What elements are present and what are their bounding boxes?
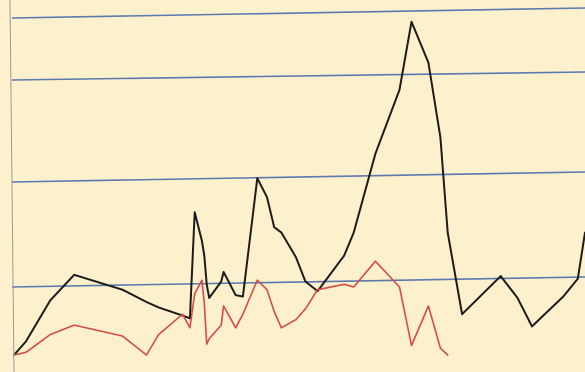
series-1-point-5 (121, 289, 123, 291)
series-2-point-15 (220, 324, 222, 326)
series-1-point-12 (203, 255, 205, 257)
series-1-point-36 (516, 297, 519, 299)
left-border (9, 0, 15, 372)
series-2-point-18 (242, 313, 244, 315)
series-2-point-31 (427, 305, 429, 307)
series-2-point-19 (256, 279, 258, 281)
series-2-point-8 (182, 313, 184, 315)
series-2-point-10 (194, 293, 196, 295)
series-1-point-24 (304, 281, 307, 283)
series-1-point-14 (208, 297, 210, 299)
series-1-point-33 (447, 232, 449, 234)
series-2-point-12 (203, 302, 205, 304)
series-1-point-13 (206, 283, 208, 285)
series-1-point-9 (189, 317, 191, 319)
series-2-point-2 (25, 351, 27, 353)
series-1-point-20 (266, 196, 268, 198)
series-1-point-30 (410, 21, 413, 23)
series-2-point-7 (158, 334, 160, 336)
series-1-point-23 (295, 256, 297, 258)
gridline-2 (11, 71, 585, 81)
series-1-point-26 (343, 255, 345, 257)
series-2-point-33 (447, 354, 449, 356)
series-2-point-9 (189, 327, 191, 329)
series-1-point-4 (73, 274, 75, 276)
series-2-point-21 (273, 310, 275, 313)
series-1-point-38 (562, 295, 564, 298)
series-2-point-22 (280, 327, 282, 329)
series-1-point-3 (49, 300, 51, 302)
series-1-point-17 (235, 294, 237, 296)
series-1-point-37 (531, 325, 533, 327)
series-1-point-31 (427, 62, 429, 64)
series-1-point-15 (220, 281, 222, 283)
series-2-point-23 (295, 319, 297, 321)
series-2-point-14 (208, 338, 210, 340)
series-1-point-2 (25, 340, 27, 342)
series-1-point-29 (398, 89, 401, 91)
series-2-point-5 (121, 335, 123, 337)
series-2-point-4 (73, 324, 75, 326)
series-2-point-29 (398, 286, 401, 288)
series-1-point-18 (242, 295, 244, 298)
series-2-point-26 (343, 283, 345, 285)
series-2-point-32 (439, 347, 441, 349)
series-2-point-17 (235, 327, 237, 329)
series-1-point-32 (439, 136, 441, 138)
series-group (13, 20, 585, 356)
series-2-point-24 (304, 308, 307, 310)
series-1-line (13, 20, 585, 356)
series-1-point-22 (280, 232, 282, 234)
gridline-3 (11, 171, 585, 183)
series-2-point-30 (410, 344, 413, 347)
series-1-point-11 (201, 240, 203, 242)
series-2-point-3 (49, 334, 51, 336)
series-1-point-35 (500, 275, 502, 277)
series-1-point-19 (256, 177, 258, 179)
series-1-point-28 (374, 153, 376, 155)
series-1-point-16 (223, 271, 225, 273)
series-1-point-7 (158, 306, 160, 308)
series-2-point-16 (223, 305, 225, 307)
series-2-point-27 (353, 286, 355, 288)
gridline-1 (11, 7, 585, 19)
series-2-point-6 (145, 354, 148, 356)
series-1-point-34 (461, 313, 463, 315)
series-1-point-6 (145, 301, 148, 303)
series-1-point-21 (273, 226, 275, 228)
series-2-point-25 (317, 289, 319, 291)
series-1-point-10 (194, 211, 196, 213)
series-1-point-39 (577, 278, 579, 280)
series-2-point-13 (206, 343, 208, 345)
series-2-point-28 (374, 260, 376, 262)
series-2-point-20 (266, 289, 268, 291)
series-2-point-11 (201, 279, 203, 281)
series-1-point-27 (353, 232, 355, 234)
